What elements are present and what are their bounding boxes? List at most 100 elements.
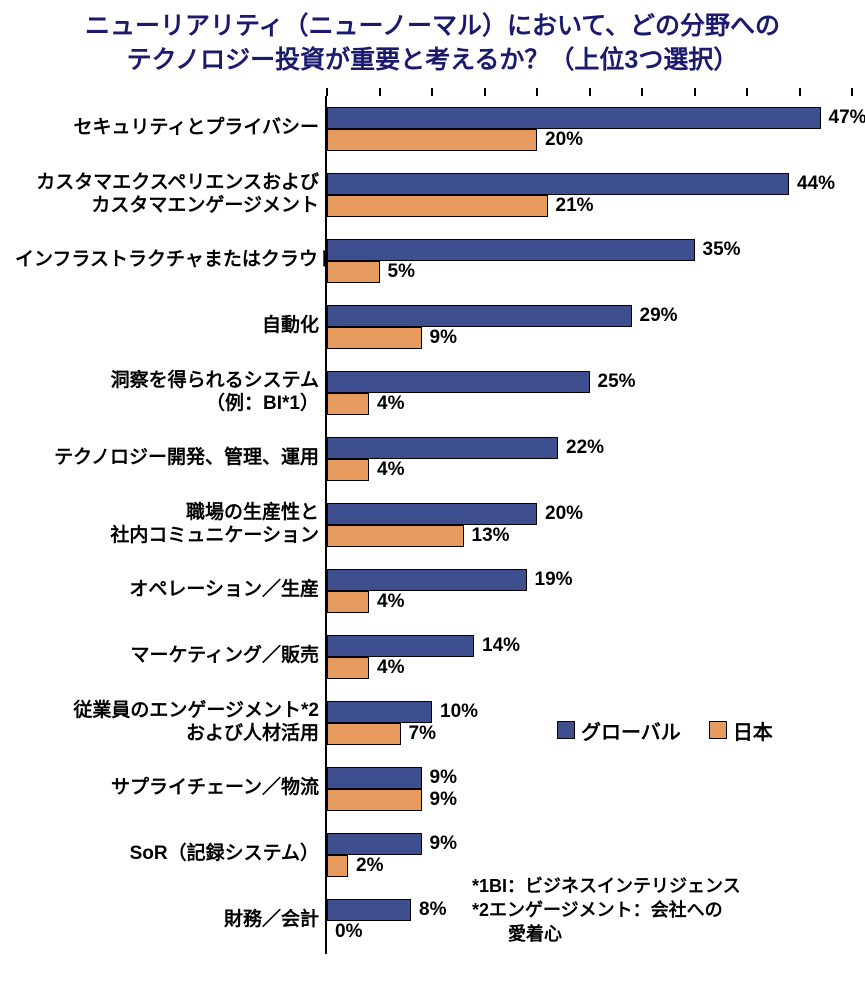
value-label-japan: 9% — [430, 327, 457, 349]
axis-tick — [694, 88, 696, 96]
category-label-line: （例：BI*1） — [15, 393, 319, 416]
bar-wrap-global: 10% — [327, 701, 865, 723]
value-label-global: 47% — [829, 107, 865, 129]
bar-japan — [327, 393, 369, 415]
category-label-line: カスタマエクスペリエンスおよび — [15, 172, 319, 195]
category-label-line: 財務／会計 — [15, 909, 319, 932]
title-line-1: ニューリアリティ（ニューノーマル）において、どの分野への — [15, 10, 850, 44]
axis-tick — [379, 88, 381, 96]
category-label: インフラストラクチャまたはクラウド — [15, 228, 325, 294]
value-label-japan: 4% — [377, 459, 404, 481]
bar-global — [327, 899, 411, 921]
bar-global — [327, 569, 527, 591]
axis-tick — [431, 88, 433, 96]
bar-pair: 47% 20% — [327, 96, 865, 162]
category-label-line: および人材活用 — [15, 723, 319, 746]
category-label-line: 職場の生産性と — [15, 502, 319, 525]
axis-tick — [589, 88, 591, 96]
value-label-japan: 5% — [388, 261, 415, 283]
bar-global — [327, 371, 590, 393]
bar-wrap-global: 44% — [327, 173, 865, 195]
bar-japan — [327, 657, 369, 679]
bar-japan — [327, 195, 548, 217]
category-label-line: 自動化 — [15, 315, 319, 338]
bar-wrap-japan: 2% — [327, 855, 865, 877]
bar-global — [327, 239, 695, 261]
category-label-line: セキュリティとプライバシー — [15, 117, 319, 140]
bars-column: グローバル日本 *1BI：ビジネスインテリジェンス*2エンゲージメント：会社への… — [325, 96, 865, 954]
axis-tick — [746, 88, 748, 96]
bar-wrap-global: 8% — [327, 899, 865, 921]
bar-japan — [327, 789, 422, 811]
bar-japan — [327, 459, 369, 481]
category-label-line: 社内コミュニケーション — [15, 525, 319, 548]
bar-pair: 35% 5% — [327, 228, 865, 294]
bar-japan — [327, 723, 401, 745]
value-label-global: 44% — [797, 173, 835, 195]
axis-tick — [851, 88, 853, 96]
category-label: 財務／会計 — [15, 888, 325, 954]
bar-pair: 22% 4% — [327, 426, 865, 492]
bar-wrap-global: 47% — [327, 107, 865, 129]
bar-global — [327, 635, 474, 657]
bar-global — [327, 701, 432, 723]
bar-pair: 10%7% — [327, 690, 865, 756]
value-label-global: 20% — [545, 503, 583, 525]
bar-wrap-global: 14% — [327, 635, 865, 657]
value-label-global: 19% — [535, 569, 573, 591]
bar-global — [327, 107, 821, 129]
bar-wrap-global: 20% — [327, 503, 865, 525]
category-label: オペレーション／生産 — [15, 558, 325, 624]
bar-wrap-japan: 9% — [327, 789, 865, 811]
category-label: カスタマエクスペリエンスおよびカスタマエンゲージメント — [15, 162, 325, 228]
bar-japan — [327, 261, 380, 283]
bar-global — [327, 833, 422, 855]
value-label-japan: 21% — [556, 195, 594, 217]
bar-pair: 9%2% — [327, 822, 865, 888]
bar-global — [327, 173, 789, 195]
category-label-line: インフラストラクチャまたはクラウド — [15, 249, 319, 272]
category-label: 従業員のエンゲージメント*2および人材活用 — [15, 690, 325, 756]
bar-wrap-japan: 4% — [327, 591, 865, 613]
bar-wrap-japan: 4% — [327, 393, 865, 415]
bar-wrap-japan: 7% — [327, 723, 865, 745]
bar-japan — [327, 855, 348, 877]
value-label-japan: 9% — [430, 789, 457, 811]
value-label-japan: 4% — [377, 393, 404, 415]
category-label: セキュリティとプライバシー — [15, 96, 325, 162]
bar-wrap-global: 29% — [327, 305, 865, 327]
bar-wrap-global: 9% — [327, 767, 865, 789]
bar-global — [327, 767, 422, 789]
bar-wrap-japan: 20% — [327, 129, 865, 151]
bar-pair: 14%4% — [327, 624, 865, 690]
value-label-global: 29% — [640, 305, 678, 327]
bar-pair: 29% 9% — [327, 294, 865, 360]
category-label-line: 洞察を得られるシステム — [15, 370, 319, 393]
bar-chart: セキュリティとプライバシーカスタマエクスペリエンスおよびカスタマエンゲージメント… — [15, 96, 850, 954]
category-label-line: サプライチェーン／物流 — [15, 777, 319, 800]
bar-wrap-japan: 4% — [327, 459, 865, 481]
value-label-japan: 7% — [409, 723, 436, 745]
value-label-global: 25% — [598, 371, 636, 393]
value-label-global: 22% — [566, 437, 604, 459]
bar-japan — [327, 591, 369, 613]
value-label-japan: 20% — [545, 129, 583, 151]
category-label-line: マーケティング／販売 — [15, 645, 319, 668]
value-label-global: 9% — [430, 767, 457, 789]
category-label: サプライチェーン／物流 — [15, 756, 325, 822]
chart-title: ニューリアリティ（ニューノーマル）において、どの分野への テクノロジー投資が重要… — [15, 10, 850, 78]
bar-japan — [327, 327, 422, 349]
axis-tick — [799, 88, 801, 96]
axis-tick — [484, 88, 486, 96]
category-label: 自動化 — [15, 294, 325, 360]
value-label-global: 35% — [703, 239, 741, 261]
category-labels-column: セキュリティとプライバシーカスタマエクスペリエンスおよびカスタマエンゲージメント… — [15, 96, 325, 954]
value-label-japan: 2% — [356, 855, 383, 877]
category-label: マーケティング／販売 — [15, 624, 325, 690]
category-label: 洞察を得られるシステム（例：BI*1） — [15, 360, 325, 426]
value-label-japan: 4% — [377, 657, 404, 679]
bar-wrap-global: 19% — [327, 569, 865, 591]
bar-wrap-japan: 21% — [327, 195, 865, 217]
title-line-2: テクノロジー投資が重要と考えるか？（上位3つ選択） — [15, 44, 850, 78]
value-label-global: 10% — [440, 701, 478, 723]
